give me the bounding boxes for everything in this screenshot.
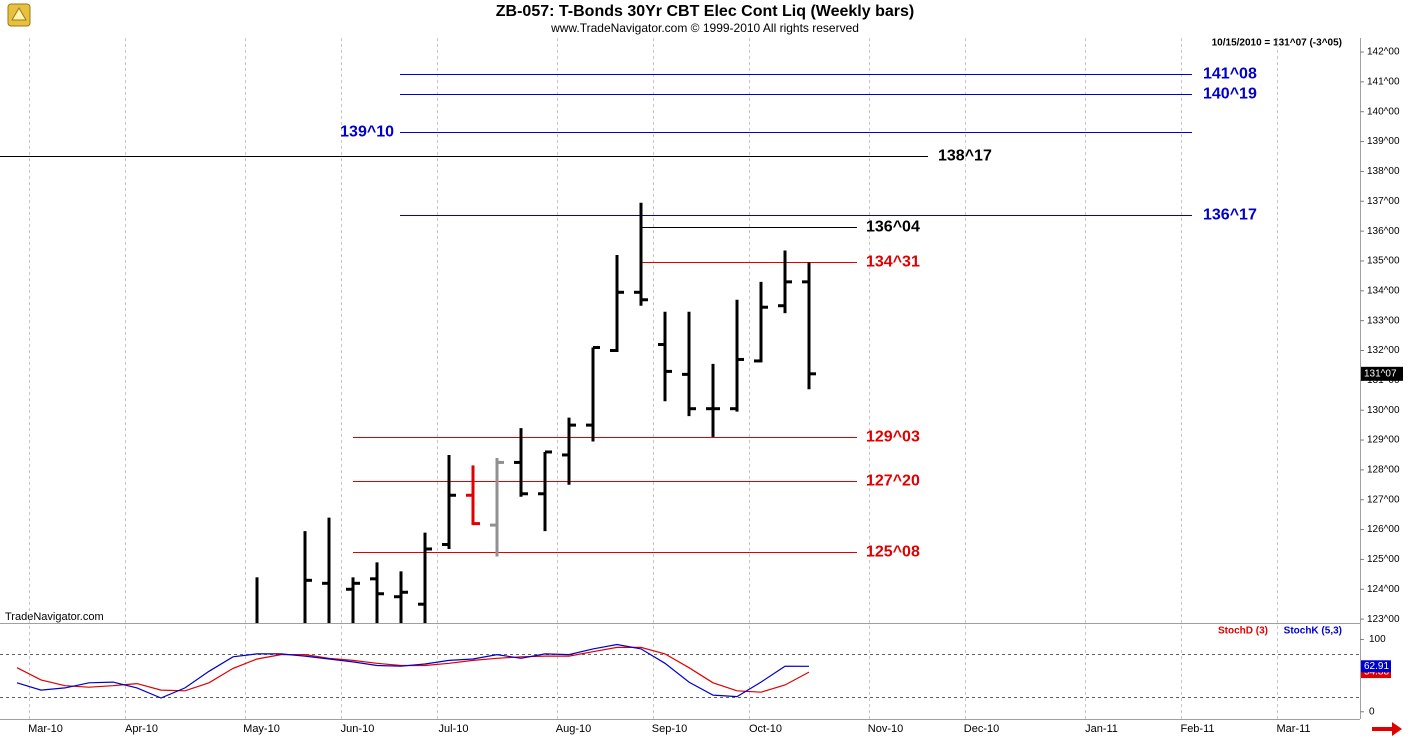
- watermark: TradeNavigator.com: [5, 611, 104, 623]
- y-tick-label: 132^00: [1367, 345, 1400, 356]
- x-tick-label: Aug-10: [556, 723, 591, 735]
- legend-label: StochK (5,3): [1284, 626, 1342, 637]
- y-tick-label: 140^00: [1367, 106, 1400, 117]
- level-label: 140^19: [1203, 86, 1257, 103]
- y-tick-label: 133^00: [1367, 315, 1400, 326]
- y-tick-label: 130^00: [1367, 405, 1400, 416]
- x-tick-label: May-10: [243, 723, 280, 735]
- level-label: 139^10: [340, 124, 394, 141]
- chart-title: ZB-057: T-Bonds 30Yr CBT Elec Cont Liq (…: [496, 3, 914, 20]
- legend-label: StochD (3): [1218, 626, 1268, 637]
- y-tick-label: 137^00: [1367, 196, 1400, 207]
- y-tick-label: 127^00: [1367, 494, 1400, 505]
- y-tick-label: 139^00: [1367, 136, 1400, 147]
- y-tick-label: 126^00: [1367, 524, 1400, 535]
- y-tick-label: 134^00: [1367, 285, 1400, 296]
- x-tick-label: Feb-11: [1180, 723, 1214, 735]
- x-tick-label: Jan-11: [1085, 723, 1118, 735]
- level-label: 136^17: [1203, 207, 1257, 224]
- y-tick-label: 100: [1369, 634, 1386, 645]
- y-tick-label: 128^00: [1367, 465, 1400, 476]
- y-tick-label: 125^00: [1367, 554, 1400, 565]
- x-tick-label: Oct-10: [749, 723, 782, 735]
- logo: [7, 3, 31, 27]
- x-tick-label: Apr-10: [125, 723, 158, 735]
- level-label: 127^20: [866, 473, 920, 490]
- last-value-box: [1361, 660, 1391, 673]
- scroll-arrow[interactable]: [1372, 722, 1402, 736]
- price-info: 10/15/2010 = 131^07 (-3^05): [1212, 38, 1342, 49]
- x-tick-label: Mar-11: [1276, 723, 1310, 735]
- x-tick-label: Sep-10: [652, 723, 687, 735]
- header-bg: [0, 0, 1410, 38]
- stoch-line: [16, 643, 810, 699]
- level-label: 138^17: [938, 148, 992, 165]
- y-tick-label: 124^00: [1367, 584, 1400, 595]
- y-tick-label: 141^00: [1367, 77, 1400, 88]
- level-label: 141^08: [1203, 66, 1257, 83]
- y-tick-label: 135^00: [1367, 256, 1400, 267]
- last-value-label: 62.91: [1364, 661, 1389, 672]
- level-label: 134^31: [866, 254, 920, 271]
- last-price-box: [1361, 366, 1403, 381]
- x-tick-label: Jun-10: [341, 723, 375, 735]
- y-tick-label: 138^00: [1367, 166, 1400, 177]
- y-tick-label: 129^00: [1367, 435, 1400, 446]
- bars: [255, 202, 816, 623]
- level-label: 125^08: [866, 544, 920, 561]
- y-tick-label: 123^00: [1367, 614, 1400, 625]
- y-tick-label: 136^00: [1367, 226, 1400, 237]
- last-price-label: 131^07: [1364, 368, 1397, 379]
- y-tick-label: 142^00: [1367, 47, 1400, 58]
- level-label: 129^03: [866, 429, 920, 446]
- x-tick-label: Mar-10: [28, 723, 63, 735]
- x-tick-label: Jul-10: [439, 723, 469, 735]
- x-tick-label: Nov-10: [868, 723, 903, 735]
- level-label: 136^04: [866, 219, 920, 236]
- chart-subtitle: www.TradeNavigator.com © 1999-2010 All r…: [550, 21, 859, 35]
- y-tick-label: 0: [1369, 706, 1375, 717]
- x-tick-label: Dec-10: [964, 723, 999, 735]
